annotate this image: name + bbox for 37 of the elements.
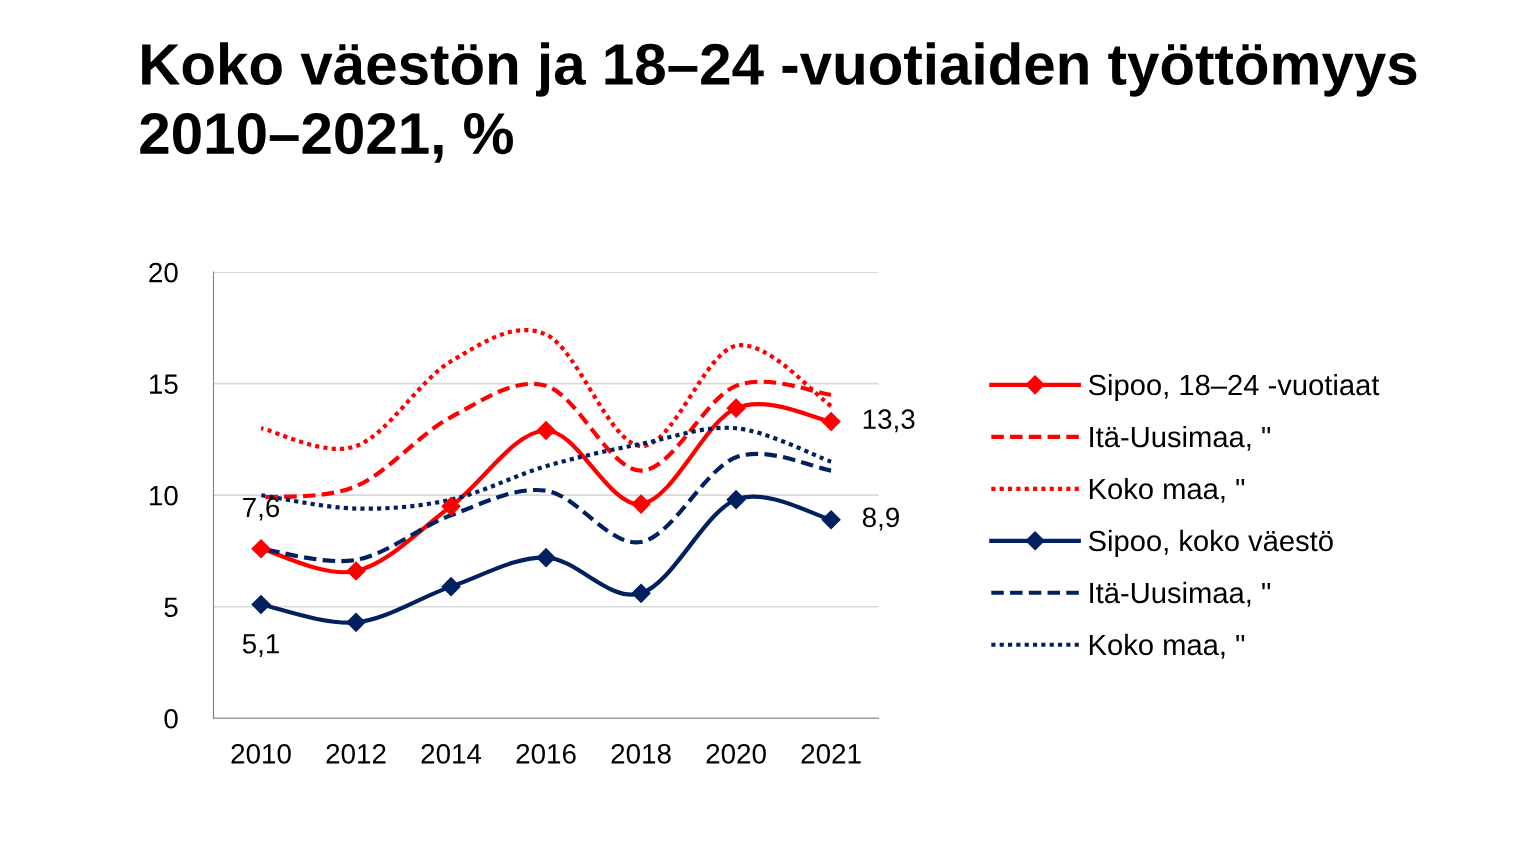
point xyxy=(251,594,271,615)
x-tick-label: 2020 xyxy=(706,743,766,764)
point xyxy=(821,510,841,530)
point xyxy=(536,420,556,441)
point xyxy=(726,490,746,510)
legend-label: Sipoo, koko väestö xyxy=(1088,529,1333,558)
point xyxy=(251,539,271,559)
x-tick-label: 2014 xyxy=(421,743,482,764)
data-label: 13,3 xyxy=(863,409,915,433)
y-tick-label: 5 xyxy=(164,597,178,618)
y-tick-label: 10 xyxy=(150,485,178,506)
legend-label: Sipoo, 18–24 -vuotiaat xyxy=(1088,373,1380,402)
point xyxy=(631,583,651,603)
point xyxy=(726,398,746,418)
point xyxy=(346,612,366,632)
point xyxy=(536,548,556,568)
y-tick-label: 15 xyxy=(150,374,178,394)
x-tick-label: 2010 xyxy=(231,743,291,764)
x-tick-label: 2021 xyxy=(801,743,861,764)
legend-label: Itä-Uusimaa, " xyxy=(1090,425,1271,451)
x-tick-label: 2012 xyxy=(326,743,386,764)
chart-title: Koko väestön ja 18–24 -vuotiaiden työttömyys 2010–2021, % xyxy=(140,42,1417,163)
y-tick-label: 20 xyxy=(149,262,178,283)
point xyxy=(441,577,461,597)
data-label: 7,6 xyxy=(243,497,280,521)
point xyxy=(821,412,841,432)
legend-label: Itä-Uusimaa, " xyxy=(1090,581,1271,607)
data-label: 8,9 xyxy=(862,507,899,531)
point xyxy=(441,496,461,516)
legend-label: Koko maa, " xyxy=(1089,477,1245,503)
point xyxy=(631,494,651,514)
x-tick-label: 2016 xyxy=(516,743,576,764)
data-label: 5,1 xyxy=(242,634,279,657)
legend-label: Koko maa, " xyxy=(1089,633,1245,659)
x-tick-label: 2018 xyxy=(611,743,671,764)
y-tick-label: 0 xyxy=(164,708,178,729)
point xyxy=(346,561,366,581)
